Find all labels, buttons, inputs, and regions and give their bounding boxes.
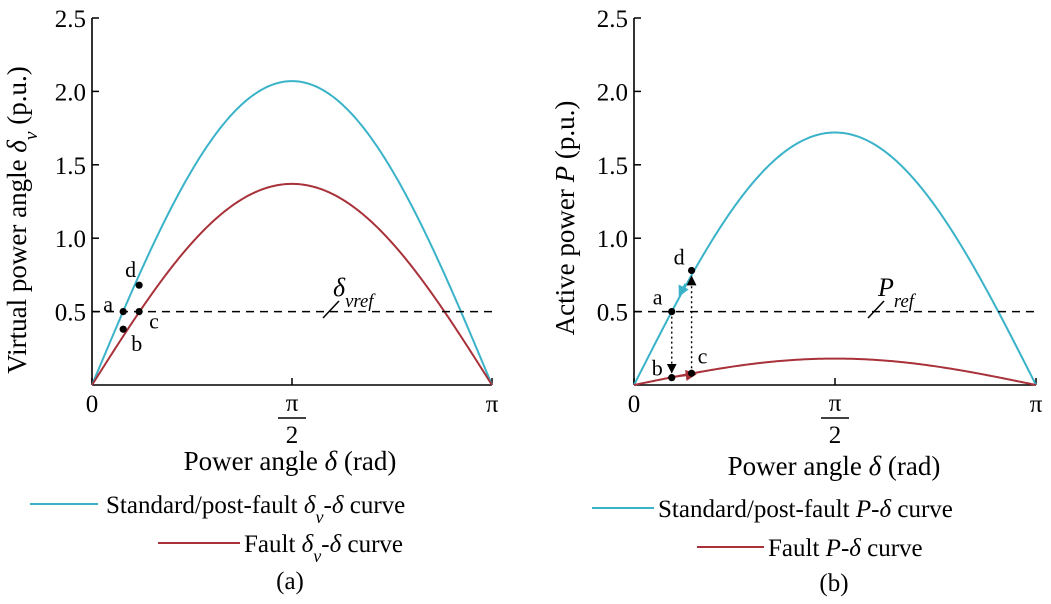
panel-b-point-label-d: d xyxy=(674,244,685,269)
panel-b-point-c xyxy=(687,369,696,377)
panel-a-point-a xyxy=(119,308,127,316)
panel-b-x-tick-label: 0 xyxy=(628,391,641,418)
panel-a-point-label-a: a xyxy=(103,292,113,317)
panel-a-reference-label: δvref xyxy=(333,273,376,312)
panel-a-x-tick-label: π2 xyxy=(278,390,307,449)
panel-a-x-axis-label: Power angle δ (rad) xyxy=(184,446,397,476)
panel-a-y-axis-label: Virtual power angle δv (p.u.) xyxy=(2,66,42,374)
panel-b-reference-leader xyxy=(867,300,885,319)
panel-b-y-tick-label: 2.0 xyxy=(597,79,628,106)
panel-a-x-tick-label: π xyxy=(486,391,499,418)
panel-b-point-b xyxy=(668,374,676,382)
panel-b-legend-fault-label: Fault P-δ curve xyxy=(768,535,923,562)
panel-a-point-d xyxy=(135,281,143,289)
panel-a-legend-fault-label: Fault δv-δ curve xyxy=(244,531,403,566)
panel-b-x-tick-numerator: π xyxy=(829,390,842,417)
panel-b-reference-label: Pref xyxy=(877,273,917,312)
panel-a-point-label-b: b xyxy=(131,331,142,356)
panel-b-x-axis-label: Power angle δ (rad) xyxy=(728,451,941,481)
panel-b-point-label-b: b xyxy=(652,356,663,381)
panel-a-y-tick-label: 0.5 xyxy=(55,300,86,327)
panel-a-y-tick-label: 2.5 xyxy=(55,6,86,33)
panel-a-series-fault-line xyxy=(91,182,493,386)
panel-a-legend-standard-label: Standard/post-fault δv-δ curve xyxy=(106,492,405,527)
panel-a-x-tick-label: 0 xyxy=(86,391,99,418)
panel-b-arrow-d-to-a xyxy=(678,283,689,297)
panel-a-caption: (a) xyxy=(276,568,304,595)
panel-a-x-tick-denominator: 2 xyxy=(286,422,299,449)
panel-b-legend: Standard/post-fault P-δ curve Fault P-δ … xyxy=(592,496,953,562)
panel-b-y-axis-label: Active power P (p.u.) xyxy=(550,101,580,336)
panel-b-series-standard-line xyxy=(633,131,1037,386)
panel-a-legend: Standard/post-fault δv-δ curve Fault δv-… xyxy=(30,492,405,566)
panel-a-series-standard-line xyxy=(91,80,493,386)
panel-b-y-tick-label: 2.5 xyxy=(597,6,628,33)
panel-a-reference-leader xyxy=(322,300,340,319)
panel-b-point-a xyxy=(668,308,676,316)
panel-a-x-tick-numerator: π xyxy=(286,390,299,417)
panel-b-caption: (b) xyxy=(819,570,848,597)
panel-b-chart: 0.51.01.52.02.5 0 π2π Pref ab cd Power ang… xyxy=(550,6,1043,597)
panel-b-series-fault-line xyxy=(633,357,1037,386)
panel-a-point-label-c: c xyxy=(149,309,159,334)
panel-a-point-label-d: d xyxy=(125,257,136,282)
panel-a-y-tick-label: 1.5 xyxy=(55,153,86,180)
panel-b-point-label-a: a xyxy=(653,285,663,310)
panel-b-point-label-c: c xyxy=(698,343,708,368)
panel-a-point-b xyxy=(119,325,127,333)
panel-b-x-tick-label: π2 xyxy=(821,390,850,449)
panel-a-y-tick-label: 2.0 xyxy=(55,79,86,106)
panel-b-y-tick-label: 1.5 xyxy=(597,153,628,180)
panel-b-legend-standard-label: Standard/post-fault P-δ curve xyxy=(658,496,953,523)
panel-b-x-tick-denominator: 2 xyxy=(829,422,842,449)
panel-b-y-tick-label: 1.0 xyxy=(597,226,628,253)
panel-b-y-tick-label: 0.5 xyxy=(597,300,628,327)
panel-a-point-c xyxy=(135,308,143,316)
panel-b-point-d xyxy=(687,266,696,275)
panel-b-x-tick-label: π xyxy=(1030,391,1043,418)
panel-a-y-tick-label: 1.0 xyxy=(55,226,86,253)
